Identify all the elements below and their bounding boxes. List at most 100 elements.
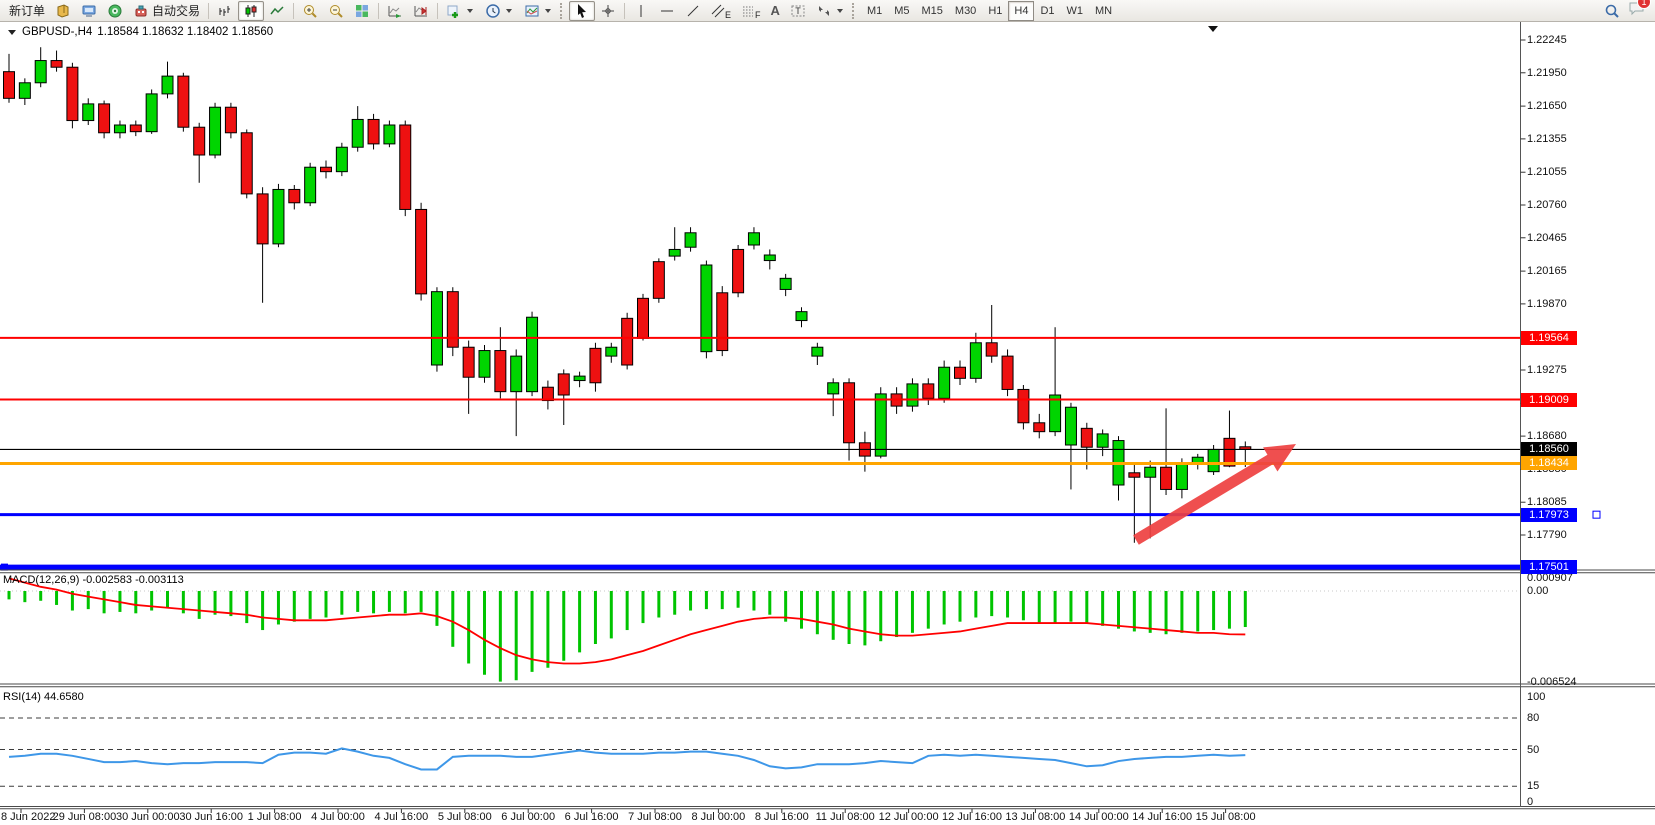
- main-chart-panel[interactable]: [0, 22, 1520, 571]
- candle-body: [589, 347, 602, 384]
- crosshair-tool-button[interactable]: [595, 1, 621, 21]
- cursor-tool-button[interactable]: [569, 0, 596, 21]
- line-chart-button[interactable]: [264, 1, 290, 21]
- auto-scroll-icon: [388, 5, 402, 18]
- candle-body: [367, 118, 380, 145]
- fibo-tool-tag: F: [755, 9, 761, 20]
- timeframe-button-m1[interactable]: M1: [866, 4, 883, 17]
- add-indicator-icon: [447, 5, 459, 18]
- metaeditor-button[interactable]: [50, 1, 76, 21]
- candle-body: [177, 75, 190, 128]
- time-axis-label: 8 Jun 2022: [1, 811, 56, 823]
- zoom-in-button[interactable]: [297, 1, 323, 21]
- text-tool-button[interactable]: A: [766, 1, 785, 21]
- line-chart-icon: [270, 5, 284, 14]
- timeframe-button-h4[interactable]: H4: [1008, 0, 1035, 21]
- templates-caret-icon[interactable]: [545, 8, 552, 13]
- time-axis-label: 8 Jul 00:00: [691, 811, 746, 823]
- candle-body: [1128, 472, 1141, 478]
- timeframe-button-mn[interactable]: MN: [1095, 4, 1113, 17]
- time-axis-label: 6 Jul 00:00: [501, 811, 556, 823]
- macd-axis-label: -0.006524: [1527, 676, 1577, 688]
- candle-body: [541, 386, 554, 402]
- time-axis-label: 8 Jul 16:00: [754, 811, 809, 823]
- chart-shift-button[interactable]: [408, 1, 434, 21]
- new-order-button[interactable]: 新订单: [4, 1, 50, 21]
- candle-body: [874, 393, 887, 457]
- terminal-button[interactable]: [76, 1, 102, 21]
- horizontal-line-tool-button[interactable]: [654, 1, 680, 21]
- price-axis-badge: 1.19564: [1521, 330, 1577, 345]
- arrows-caret-icon[interactable]: [836, 8, 843, 13]
- fibonacci-tool-button[interactable]: F: [736, 1, 766, 21]
- toolbar-separator: [293, 2, 295, 19]
- chart-collapse-icon[interactable]: [8, 28, 17, 36]
- rsi-panel[interactable]: [0, 688, 1520, 806]
- text-label-tool-button[interactable]: T: [785, 1, 811, 21]
- tile-windows-button[interactable]: [349, 1, 375, 21]
- zoom-out-button[interactable]: [323, 1, 349, 21]
- time-axis-label: 6 Jul 16:00: [564, 811, 619, 823]
- timeframe-button-m15[interactable]: M15: [921, 4, 943, 17]
- sounds-button[interactable]: [102, 1, 128, 21]
- candle-body: [1096, 433, 1109, 448]
- candle-body: [747, 232, 760, 246]
- periods-caret-icon[interactable]: [506, 8, 513, 13]
- timeframe-button-m5[interactable]: M5: [894, 4, 910, 17]
- trendline-tool-button[interactable]: [680, 1, 706, 21]
- timeframe-button-w1[interactable]: W1: [1066, 4, 1084, 17]
- candle-body: [161, 75, 174, 95]
- candle-body: [415, 208, 428, 295]
- candle-body: [1001, 355, 1014, 390]
- candle-body: [1144, 466, 1157, 478]
- candle-body: [224, 106, 237, 134]
- trend-arrow-annotation[interactable]: [1133, 444, 1296, 545]
- journal-icon: [57, 3, 69, 18]
- candle-body: [700, 264, 713, 353]
- candle-body: [494, 350, 507, 393]
- autotrading-button[interactable]: 自动交易: [128, 1, 205, 21]
- candle-body: [1033, 422, 1046, 433]
- add-indicator-button[interactable]: [441, 1, 480, 21]
- vertical-line-tool-button[interactable]: [628, 1, 654, 21]
- notifications-button[interactable]: 1: [1628, 0, 1651, 21]
- toolbar: 新订单 自动交易: [0, 0, 1655, 22]
- candle-body: [557, 373, 570, 396]
- search-icon[interactable]: [1604, 3, 1620, 19]
- timeframe-button-m30[interactable]: M30: [954, 4, 977, 17]
- time-axis-label: 1 Jul 08:00: [247, 811, 302, 823]
- candlestick-chart-button[interactable]: [238, 0, 265, 21]
- candle-body: [50, 60, 63, 68]
- rsi-axis-label: 50: [1527, 743, 1540, 756]
- toolbar-grip[interactable]: [851, 2, 857, 19]
- price-axis-tick-label: 1.18085: [1527, 496, 1567, 509]
- cursor-icon: [578, 3, 587, 18]
- macd-panel[interactable]: [0, 572, 1520, 684]
- bar-chart-button[interactable]: [212, 1, 238, 21]
- candle-body: [716, 292, 729, 352]
- time-axis-label: 13 Jul 08:00: [1005, 811, 1066, 823]
- add-indicator-caret-icon[interactable]: [467, 8, 474, 13]
- candle-body: [621, 317, 634, 366]
- candle-body: [272, 188, 285, 245]
- candle-body: [969, 342, 982, 379]
- toolbar-grip[interactable]: [560, 2, 565, 19]
- horizontal-line-icon: [661, 10, 674, 11]
- time-axis-label: 5 Jul 08:00: [437, 811, 492, 823]
- timeframe-button-h1[interactable]: H1: [988, 4, 1003, 17]
- equidistant-channel-tool-button[interactable]: E: [706, 1, 736, 21]
- candle-body: [145, 93, 158, 133]
- timeframe-button-d1[interactable]: D1: [1040, 4, 1055, 17]
- arrows-tool-button[interactable]: [811, 1, 850, 21]
- templates-button[interactable]: [519, 1, 558, 21]
- rsi-axis-label: 15: [1527, 780, 1540, 793]
- periods-button[interactable]: [480, 1, 519, 21]
- fibonacci-icon: [743, 6, 754, 16]
- auto-scroll-button[interactable]: [382, 1, 408, 21]
- chart-shift-marker-icon: [1208, 26, 1218, 32]
- hline-handle[interactable]: [1592, 510, 1601, 519]
- price-axis-tick-label: 1.17790: [1527, 529, 1567, 541]
- candle-body: [3, 71, 15, 99]
- terminal-icon: [82, 5, 96, 17]
